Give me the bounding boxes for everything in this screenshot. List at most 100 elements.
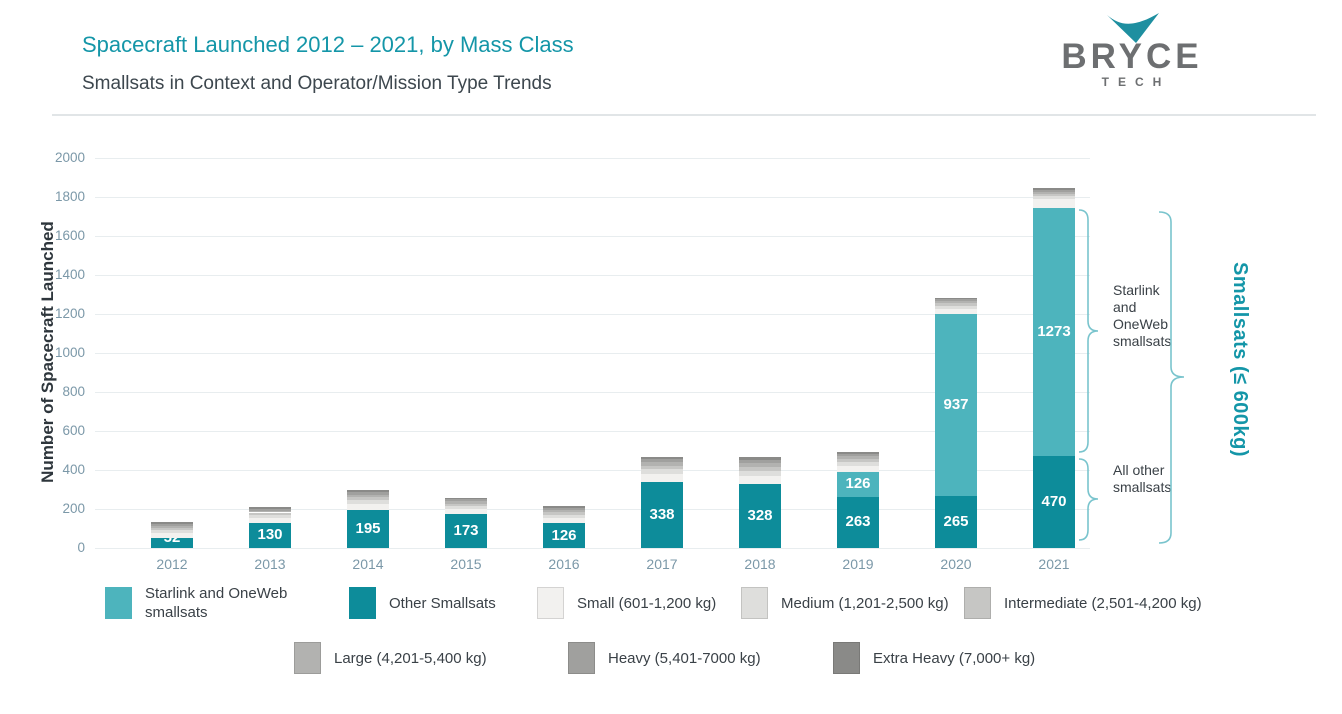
bar-segment-intermediate-2-501-4-200-kg- — [151, 527, 193, 531]
legend-swatch — [349, 587, 376, 619]
bar-value-label: 126 — [845, 475, 871, 493]
bar-segment-other-smallsats — [543, 523, 585, 548]
legend-label: Medium (1,201-2,500 kg) — [781, 594, 949, 612]
gridline — [95, 158, 1090, 159]
bar-segment-large-4-201-5-400-kg- — [151, 525, 193, 528]
bar-segment-small-601-1-200-kg- — [445, 509, 487, 515]
bar-segment-intermediate-2-501-4-200-kg- — [249, 512, 291, 515]
legend-swatch — [964, 587, 991, 619]
bar-segment-extra-heavy-7-000-kg- — [543, 506, 585, 508]
bar-value-label: 195 — [355, 519, 381, 537]
bar-segment-other-smallsats — [151, 537, 193, 548]
bar-segment-heavy-5-401-7000-kg- — [543, 507, 585, 510]
bar-segment-heavy-5-401-7000-kg- — [347, 492, 389, 495]
gridline — [95, 314, 1090, 315]
bar-segment-medium-1-201-2-500-kg- — [249, 514, 291, 518]
legend-swatch — [741, 587, 768, 619]
bar-segment-intermediate-2-501-4-200-kg- — [1033, 194, 1075, 197]
y-tick-label: 1400 — [54, 267, 85, 282]
x-tick-label: 2021 — [1038, 556, 1070, 572]
legend-item: Extra Heavy (7,000+ kg) — [833, 640, 1035, 676]
legend-label: Large (4,201-5,400 kg) — [334, 649, 487, 667]
legend-item: Starlink and OneWeb smallsats — [105, 585, 320, 621]
bar-segment-medium-1-201-2-500-kg- — [543, 514, 585, 519]
legend-item: Large (4,201-5,400 kg) — [294, 640, 487, 676]
legend-label: Heavy (5,401-7000 kg) — [608, 649, 761, 667]
brace — [1158, 211, 1185, 544]
bar-segment-starlink-and-oneweb-smallsats — [1033, 208, 1075, 457]
legend-label: Intermediate (2,501-4,200 kg) — [1004, 594, 1202, 612]
bar-segment-medium-1-201-2-500-kg- — [739, 470, 781, 477]
bar-value-label: 470 — [1041, 493, 1067, 511]
bar-value-label: 338 — [649, 506, 675, 524]
bar-segment-small-601-1-200-kg- — [249, 517, 291, 523]
legend-label: Starlink and OneWeb smallsats — [145, 585, 288, 621]
y-tick-label: 1000 — [54, 345, 85, 360]
annotation-starlink-oneweb: Starlink and OneWeb smallsats — [1113, 282, 1172, 349]
x-tick-label: 2012 — [156, 556, 188, 572]
y-tick-label: 1800 — [54, 189, 85, 204]
logo-check-icon — [1107, 13, 1159, 43]
logo-brand-text: BRYCE — [1061, 37, 1203, 76]
bar-segment-small-601-1-200-kg- — [837, 466, 879, 473]
bar-segment-large-4-201-5-400-kg- — [837, 456, 879, 460]
bar-segment-large-4-201-5-400-kg- — [1033, 191, 1075, 195]
brycetech-logo: BRYCE TECH — [1032, 10, 1232, 89]
bar-segment-heavy-5-401-7000-kg- — [641, 459, 683, 463]
bar-segment-extra-heavy-7-000-kg- — [837, 452, 879, 454]
y-tick-label: 800 — [62, 384, 85, 399]
bar-segment-medium-1-201-2-500-kg- — [1033, 196, 1075, 200]
bar-segment-intermediate-2-501-4-200-kg- — [543, 512, 585, 515]
x-tick-label: 2019 — [842, 556, 874, 572]
bar-segment-large-4-201-5-400-kg- — [249, 510, 291, 513]
smallsats-bracket-label: Smallsats (≤ 600kg) — [1229, 262, 1251, 458]
x-tick-label: 2016 — [548, 556, 580, 572]
bar-value-label: 328 — [747, 507, 773, 525]
bar-segment-intermediate-2-501-4-200-kg- — [837, 459, 879, 462]
x-tick-label: 2015 — [450, 556, 482, 572]
bar-segment-large-4-201-5-400-kg- — [543, 509, 585, 513]
bar-segment-extra-heavy-7-000-kg- — [1033, 187, 1075, 190]
x-tick-label: 2013 — [254, 556, 286, 572]
bar-segment-other-smallsats — [641, 482, 683, 548]
x-tick-label: 2018 — [744, 556, 776, 572]
gridline — [95, 236, 1090, 237]
bar-segment-small-601-1-200-kg- — [151, 533, 193, 538]
bar-segment-small-601-1-200-kg- — [935, 308, 977, 314]
bar-segment-large-4-201-5-400-kg- — [641, 462, 683, 466]
annotation-all-other: All other smallsats — [1113, 462, 1172, 495]
gridline — [95, 197, 1090, 198]
bar-segment-heavy-5-401-7000-kg- — [739, 460, 781, 464]
bar-segment-extra-heavy-7-000-kg- — [739, 457, 781, 461]
legend-label: Small (601-1,200 kg) — [577, 594, 717, 612]
bar-segment-medium-1-201-2-500-kg- — [837, 462, 879, 467]
y-tick-label: 200 — [62, 501, 85, 516]
legend-swatch — [537, 587, 564, 619]
page-title: Spacecraft Launched 2012 – 2021, by Mass… — [82, 32, 574, 57]
bar-segment-large-4-201-5-400-kg- — [445, 501, 487, 504]
y-tick-label: 400 — [62, 462, 85, 477]
bar-segment-heavy-5-401-7000-kg- — [1033, 189, 1075, 192]
bar-segment-extra-heavy-7-000-kg- — [347, 490, 389, 493]
bar-segment-small-601-1-200-kg- — [347, 503, 389, 510]
bar-value-label: 1273 — [1037, 323, 1071, 341]
bar-segment-intermediate-2-501-4-200-kg- — [445, 503, 487, 507]
brace — [1078, 209, 1099, 453]
gridline — [95, 353, 1090, 354]
bar-segment-small-601-1-200-kg- — [641, 474, 683, 483]
legend-swatch — [568, 642, 595, 674]
bar-segment-heavy-5-401-7000-kg- — [249, 508, 291, 511]
bar-segment-medium-1-201-2-500-kg- — [641, 469, 683, 475]
bar-segment-small-601-1-200-kg- — [1033, 199, 1075, 209]
y-tick-label: 2000 — [54, 150, 85, 165]
bar-segment-heavy-5-401-7000-kg- — [151, 523, 193, 526]
gridline — [95, 470, 1090, 471]
bar-segment-extra-heavy-7-000-kg- — [249, 507, 291, 509]
bar-segment-other-smallsats — [445, 514, 487, 548]
bar-value-label: 265 — [943, 513, 969, 531]
legend-label: Other Smallsats — [389, 594, 496, 612]
x-tick-label: 2020 — [940, 556, 972, 572]
gridline — [95, 509, 1090, 510]
bar-value-label: 173 — [453, 522, 479, 540]
